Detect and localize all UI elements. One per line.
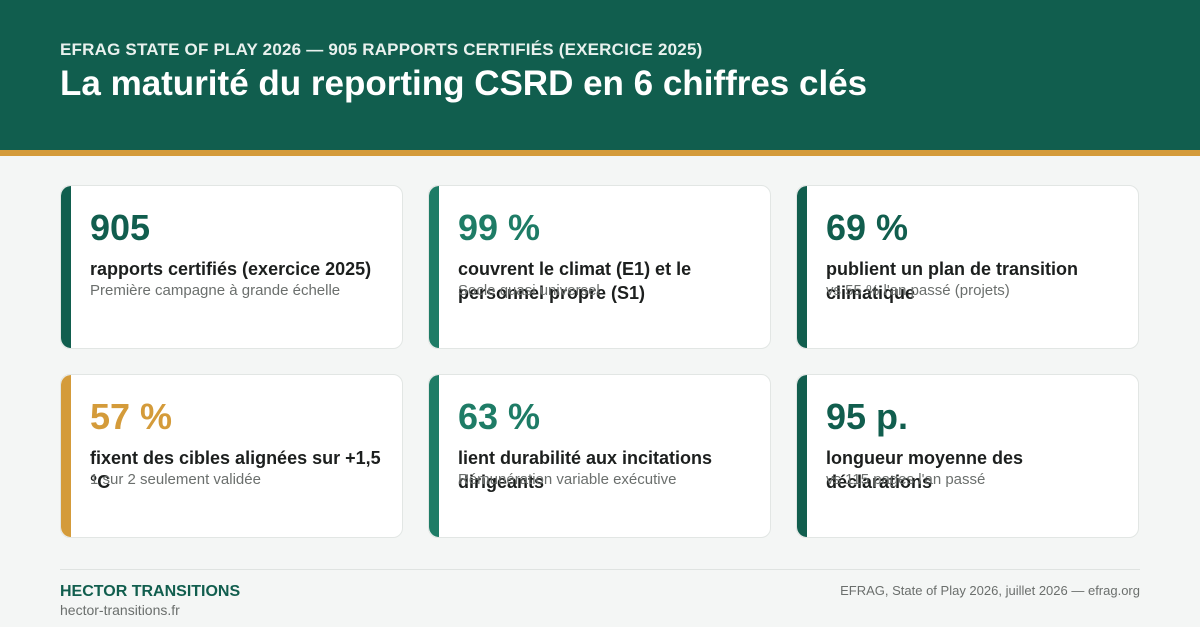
stat-subtext: Rémunération variable exécutive [458,471,677,488]
stat-card-targets: 57 % fixent des cibles alignées sur +1,5… [60,374,403,538]
stat-label: rapports certifiés (exercice 2025) [90,259,372,279]
stat-value: 63 % [458,396,541,437]
card-accent-bar [797,375,807,537]
stat-subtext: vs 55 % l'an passé (projets) [826,282,1010,299]
stat-value: 905 [90,207,151,248]
header-kicker: EFRAG STATE OF PLAY 2026 — 905 RAPPORTS … [60,40,703,59]
footer-divider [60,569,1140,570]
header-accent-bar [0,150,1200,156]
page-title: La maturité du reporting CSRD en 6 chiff… [60,64,868,103]
stat-label: publient un plan de transition climatiqu… [826,259,1078,303]
card-accent-bar [61,186,71,348]
stat-card-length: 95 p. longueur moyenne des déclarations … [796,374,1139,538]
stat-card-reports: 905 rapports certifiés (exercice 2025) P… [60,185,403,349]
stat-value: 99 % [458,207,541,248]
stat-subtext: Première campagne à grande échelle [90,282,341,299]
stat-label: couvrent le climat (E1) et le personnel … [458,259,692,303]
footer-source: EFRAG, State of Play 2026, juillet 2026 … [840,583,1140,598]
card-accent-bar [61,375,71,537]
stat-label: lient durabilité aux incitations dirigea… [458,448,713,492]
stat-value: 95 p. [826,396,909,437]
stat-card-climate-coverage: 99 % couvrent le climat (E1) et le perso… [428,185,771,349]
footer-brand: HECTOR TRANSITIONS [60,583,241,600]
stat-subtext: 1 sur 2 seulement validée [90,471,261,488]
stat-card-transition-plan: 69 % publient un plan de transition clim… [796,185,1139,349]
footer-brand-url[interactable]: hector-transitions.fr [60,602,180,618]
stat-subtext: Socle quasi universel [458,282,600,299]
stat-value: 57 % [90,396,173,437]
header-banner: EFRAG STATE OF PLAY 2026 — 905 RAPPORTS … [0,0,1200,150]
card-accent-bar [429,186,439,348]
stat-subtext: vs 115 pages l'an passé [826,471,986,488]
card-accent-bar [429,375,439,537]
stat-value: 69 % [826,207,909,248]
stat-label: fixent des cibles alignées sur +1,5 °C [90,448,381,492]
card-accent-bar [797,186,807,348]
stat-label: longueur moyenne des déclarations [826,448,1024,492]
stat-card-incentives: 63 % lient durabilité aux incitations di… [428,374,771,538]
